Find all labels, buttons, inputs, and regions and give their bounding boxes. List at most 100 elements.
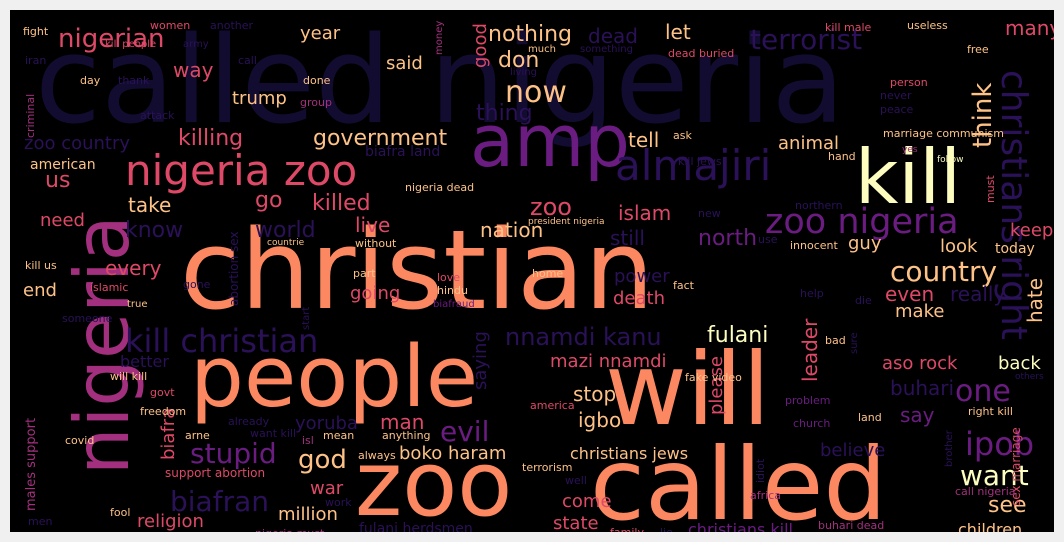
cloud-word: fulani herdsmen xyxy=(359,521,473,532)
cloud-word: nothing xyxy=(488,22,572,47)
cloud-word: follow xyxy=(937,155,964,165)
cloud-word: anything xyxy=(382,429,431,442)
cloud-word: almajiri xyxy=(615,141,772,190)
cloud-word: must xyxy=(984,175,997,204)
cloud-word: arne xyxy=(185,429,210,442)
cloud-word: power xyxy=(614,266,670,287)
cloud-word: government xyxy=(313,126,448,151)
cloud-word: nigeria zoo xyxy=(125,146,358,195)
cloud-word: money xyxy=(434,20,445,55)
cloud-word: buhari dead xyxy=(818,519,885,532)
cloud-word: useless xyxy=(907,19,948,32)
cloud-word: tell xyxy=(628,128,660,152)
cloud-word: country xyxy=(890,255,998,288)
cloud-word: criminal xyxy=(24,93,37,138)
cloud-word: mazi nnamdi xyxy=(550,351,667,372)
cloud-word: make xyxy=(895,301,945,322)
cloud-word: back xyxy=(998,353,1041,374)
cloud-word: church xyxy=(793,417,831,430)
cloud-word: aso rock xyxy=(882,353,958,374)
cloud-word: family xyxy=(610,527,644,532)
cloud-word: said xyxy=(386,53,423,74)
cloud-word: islamic xyxy=(90,281,129,294)
cloud-word: called nigeria xyxy=(35,12,845,151)
cloud-word: american xyxy=(30,157,96,173)
cloud-word: take xyxy=(128,193,172,217)
cloud-word: group xyxy=(300,96,332,109)
cloud-word: guy xyxy=(848,233,882,254)
cloud-word: stupid xyxy=(190,437,277,470)
cloud-word: zoo xyxy=(530,193,572,221)
cloud-word: saying xyxy=(470,330,491,390)
cloud-word: see xyxy=(988,493,1027,518)
cloud-word: kill us xyxy=(25,259,57,272)
cloud-word: attack xyxy=(140,109,175,122)
cloud-word: males support xyxy=(24,418,39,512)
cloud-word: end xyxy=(23,280,57,301)
cloud-word: kill christian xyxy=(125,322,319,360)
cloud-word: ipob xyxy=(965,425,1035,463)
cloud-word: zoo xyxy=(355,432,513,532)
cloud-word: want kill xyxy=(250,427,297,440)
cloud-word: will kill xyxy=(110,370,148,383)
cloud-word: yes xyxy=(902,145,918,155)
cloud-word: call xyxy=(238,54,257,67)
cloud-word: christian xyxy=(180,206,655,334)
cloud-word: free xyxy=(967,43,989,56)
cloud-word: leader xyxy=(798,318,822,382)
cloud-word: biafran xyxy=(170,485,269,518)
cloud-word: today xyxy=(995,241,1035,257)
cloud-word: really xyxy=(950,282,1006,306)
cloud-word: die xyxy=(855,294,872,307)
cloud-word: islam xyxy=(618,201,672,225)
cloud-word: nigeria must xyxy=(255,528,324,532)
cloud-word: done xyxy=(303,74,331,87)
cloud-word: keep xyxy=(1010,220,1054,241)
cloud-word: live xyxy=(355,213,391,237)
cloud-word: boko haram xyxy=(399,443,507,464)
cloud-word: work xyxy=(325,496,352,509)
cloud-word: fake video xyxy=(685,371,742,384)
cloud-word: animal xyxy=(778,133,840,154)
cloud-word: yoruba xyxy=(295,413,358,434)
cloud-word: nigerian xyxy=(58,24,165,54)
cloud-word: dead buried xyxy=(668,47,735,60)
cloud-word: us xyxy=(45,168,71,193)
cloud-word: good xyxy=(470,23,491,69)
cloud-word: support abortion xyxy=(165,466,266,480)
cloud-word: fool xyxy=(110,506,131,519)
cloud-word: want xyxy=(960,459,1029,492)
cloud-word: abortion sex xyxy=(227,231,241,307)
cloud-word: dead xyxy=(588,24,638,48)
cloud-word: idiot xyxy=(754,458,767,483)
cloud-word: war xyxy=(310,478,344,499)
cloud-word: better xyxy=(120,352,169,371)
cloud-word: something xyxy=(580,44,633,55)
cloud-word: isl xyxy=(302,434,314,447)
cloud-word: god xyxy=(298,445,347,475)
cloud-word: hate xyxy=(1023,277,1047,323)
cloud-word: going xyxy=(350,283,401,304)
cloud-word: living xyxy=(510,67,537,78)
cloud-word: northern xyxy=(795,199,843,212)
cloud-word: death xyxy=(613,288,665,309)
cloud-word: zoo country xyxy=(24,133,131,154)
cloud-word: another xyxy=(210,19,254,32)
cloud-word: say xyxy=(900,403,935,427)
cloud-word: someone xyxy=(62,312,113,325)
cloud-word: always xyxy=(358,449,396,462)
cloud-word: know xyxy=(125,218,184,243)
cloud-word: love xyxy=(437,271,461,284)
cloud-word: freedom xyxy=(140,405,187,418)
cloud-word: sure xyxy=(849,332,860,354)
cloud-word: kill male xyxy=(825,21,872,34)
cloud-word: man xyxy=(380,410,425,434)
cloud-word: will xyxy=(605,331,771,448)
cloud-word: hand xyxy=(828,150,856,163)
cloud-word: way xyxy=(173,58,214,82)
cloud-word: hindu xyxy=(437,284,468,297)
cloud-word: children xyxy=(958,520,1023,533)
cloud-word: covid xyxy=(65,434,95,447)
cloud-word: come xyxy=(562,491,612,512)
cloud-word: nigeria dead xyxy=(405,181,475,194)
